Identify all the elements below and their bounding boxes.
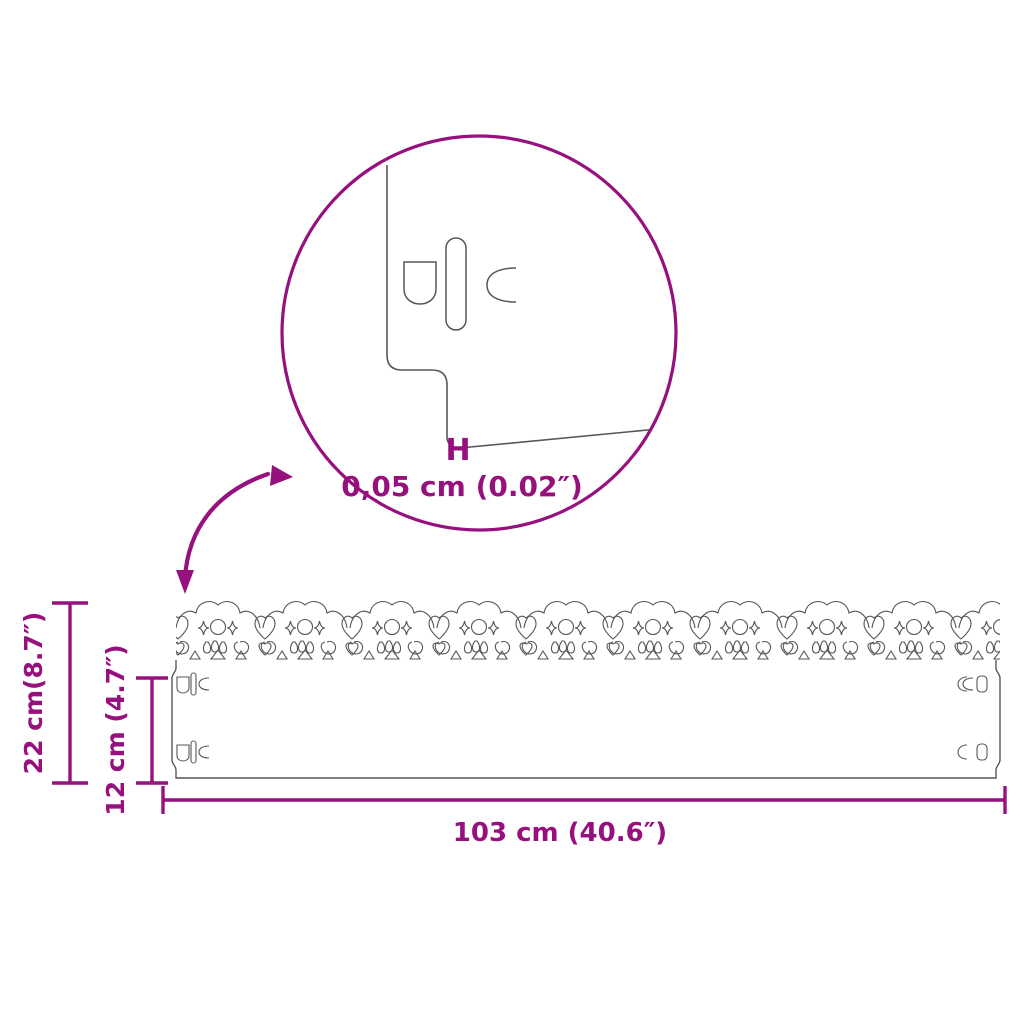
- thickness-h-marker: H: [445, 433, 470, 468]
- c-clip-shape: [486, 267, 517, 303]
- edging-panel: [171, 600, 1001, 779]
- arrowhead-to-panel: [176, 570, 194, 594]
- detail-panel-geometry: [386, 165, 675, 449]
- u-slot-shape: [403, 261, 437, 305]
- total-width-label: 103 cm (40.6″): [453, 818, 667, 848]
- panel-body-outline: [171, 660, 1001, 779]
- dimension-total-width: 103 cm (40.6″): [161, 786, 1007, 848]
- arrowhead-to-detail: [270, 465, 293, 486]
- dimension-body-height: 12 cm (4.7″): [101, 644, 168, 816]
- thickness-label: 0,05 cm (0.02″): [341, 470, 583, 503]
- detail-circle-outline: [280, 134, 678, 532]
- dimension-total-height: 22 cm(8.7″): [19, 601, 88, 785]
- right-slot-upper: [957, 675, 988, 693]
- right-slot-lower: [957, 743, 988, 761]
- magnified-thickness-detail: H 0,05 cm (0.02″): [280, 134, 678, 532]
- capsule-slot-shape: [445, 237, 467, 331]
- left-connector-upper: [176, 672, 210, 696]
- ornament-band: [176, 600, 1000, 660]
- left-connector-lower: [176, 740, 210, 764]
- total-height-label: 22 cm(8.7″): [19, 612, 48, 775]
- body-height-label: 12 cm (4.7″): [101, 644, 130, 815]
- detail-zoom-arrow: [176, 465, 293, 594]
